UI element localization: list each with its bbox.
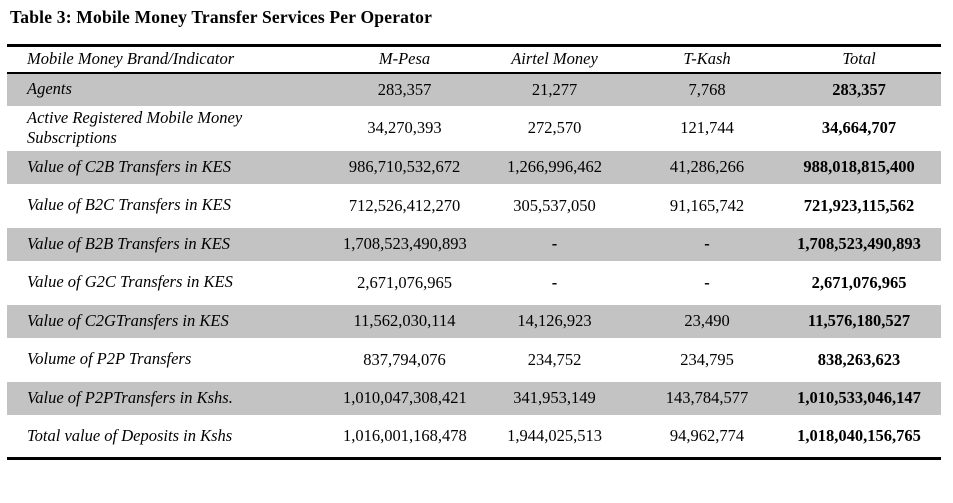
indicator-cell: Value of B2C Transfers in KES (27, 195, 231, 215)
header-row: Mobile Money Brand/Indicator M-Pesa Airt… (7, 46, 941, 73)
value-cell: 234,752 (527, 349, 582, 369)
value-cell: 2,671,076,965 (811, 272, 907, 292)
value-cell: 283,357 (832, 79, 886, 99)
value-cell: 121,744 (680, 118, 734, 138)
column-header-airtel-money: Airtel Money (511, 49, 598, 69)
value-cell: 838,263,623 (817, 349, 901, 369)
value-cell: 7,768 (688, 79, 726, 99)
indicator-cell: Active Registered Mobile Money Subscript… (27, 107, 243, 148)
value-cell: 14,126,923 (517, 311, 592, 331)
table-caption: Table 3: Mobile Money Transfer Services … (10, 7, 433, 27)
value-cell: 11,576,180,527 (807, 311, 911, 331)
indicator-cell: Value of C2GTransfers in KES (27, 310, 229, 330)
table-row: Value of B2C Transfers in KES 712,526,412… (7, 184, 941, 228)
value-cell: 41,286,266 (669, 157, 745, 177)
table-header: Mobile Money Brand/Indicator M-Pesa Airt… (7, 46, 941, 73)
value-cell: 1,708,523,490,893 (797, 234, 921, 254)
value-cell: 143,784,577 (665, 388, 749, 408)
value-cell: 1,708,523,490,893 (343, 234, 467, 254)
value-cell: 11,562,030,114 (353, 311, 456, 331)
value-cell: - (551, 234, 558, 254)
table-row: Value of C2GTransfers in KES 11,562,030,1… (7, 304, 941, 338)
value-cell: - (704, 234, 710, 254)
column-header-total: Total (842, 49, 876, 69)
value-cell: 341,953,149 (513, 388, 596, 408)
value-cell: - (704, 272, 710, 292)
value-cell: 21,277 (531, 79, 578, 99)
table-row: Value of P2PTransfers in Kshs. 1,010,047,… (7, 381, 941, 415)
value-cell: 1,266,996,462 (507, 157, 602, 177)
table-row: Value of C2B Transfers in KES 986,710,532… (7, 150, 941, 184)
value-cell: 1,010,047,308,421 (343, 388, 467, 408)
value-cell: 2,671,076,965 (357, 272, 452, 292)
value-cell: 712,526,412,270 (348, 195, 461, 215)
table-body: Agents 283,357 21,277 7,768 283,357 Active Re… (7, 72, 941, 459)
value-cell: 34,664,707 (821, 118, 897, 138)
indicator-cell: Value of C2B Transfers in KES (27, 156, 231, 176)
table-row: Total value of Deposits in Kshs 1,016,001… (7, 415, 941, 459)
column-header-tkash: T-Kash (683, 49, 731, 69)
value-cell: 1,944,025,513 (507, 426, 602, 445)
value-cell: 283,357 (377, 79, 432, 99)
value-cell: 721,923,115,562 (803, 195, 915, 215)
value-cell: 34,270,393 (367, 118, 442, 138)
value-cell: 23,490 (684, 311, 730, 331)
table-row: Value of B2B Transfers in KES 1,708,523,4… (7, 227, 941, 261)
value-cell: 91,165,742 (669, 195, 745, 215)
value-cell: 988,018,815,400 (803, 157, 915, 177)
mobile-money-table: Mobile Money Brand/Indicator M-Pesa Airt… (7, 44, 941, 461)
value-cell: 94,962,774 (669, 426, 745, 445)
value-cell: 1,018,040,156,765 (797, 426, 921, 445)
table-row: Value of G2C Transfers in KES 2,671,076,9… (7, 261, 941, 305)
indicator-cell: Agents (27, 79, 72, 99)
value-cell: 1,010,533,046,147 (797, 388, 921, 408)
table-row: Active Registered Mobile Money Subscript… (7, 106, 941, 151)
indicator-cell: Value of G2C Transfers in KES (27, 272, 233, 292)
table-row: Volume of P2P Transfers 837,794,076 234,75… (7, 338, 941, 382)
value-cell: - (551, 272, 558, 292)
column-header-indicator: Mobile Money Brand/Indicator (27, 49, 235, 69)
value-cell: 305,537,050 (513, 195, 596, 215)
indicator-cell: Volume of P2P Transfers (27, 349, 192, 369)
value-cell: 234,795 (680, 349, 734, 369)
indicator-cell: Value of P2PTransfers in Kshs. (27, 387, 233, 407)
value-cell: 1,016,001,168,478 (343, 426, 467, 445)
indicator-cell: Total value of Deposits in Kshs (27, 425, 233, 445)
value-cell: 837,794,076 (363, 349, 446, 369)
indicator-cell: Value of B2B Transfers in KES (27, 233, 231, 253)
value-cell: 986,710,532,672 (348, 157, 461, 177)
table-row: Agents 283,357 21,277 7,768 283,357 (7, 72, 941, 106)
value-cell: 272,570 (527, 118, 582, 138)
column-header-mpesa: M-Pesa (378, 49, 431, 69)
